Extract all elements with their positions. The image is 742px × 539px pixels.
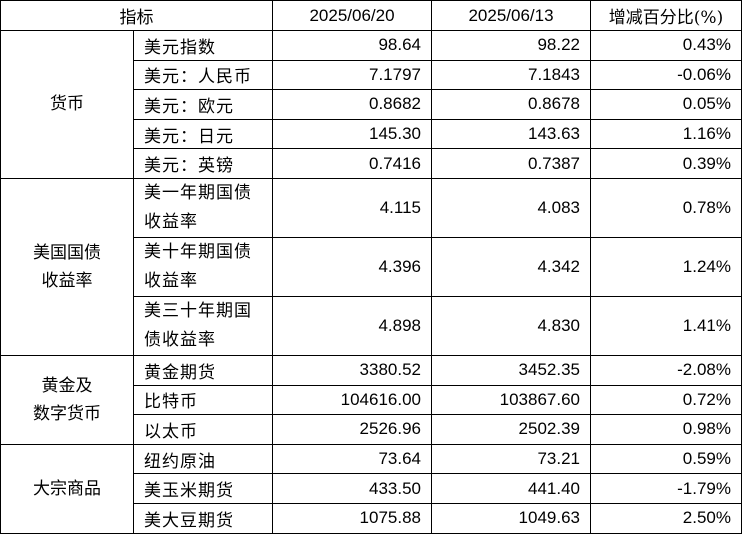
change-percent: 0.72% [590,384,742,416]
value-previous: 4.830 [431,295,591,356]
value-previous: 143.63 [431,118,591,150]
value-previous: 1049.63 [431,502,591,534]
group-label: 货币 [0,30,134,179]
table-row: 货币 美元指数 98.64 98.22 0.43% [0,30,742,179]
value-current: 4.898 [272,295,432,356]
value-current: 98.64 [272,30,432,61]
change-percent: -1.79% [590,473,742,504]
change-percent: 0.39% [590,148,742,179]
change-percent: 0.43% [590,30,742,61]
value-current: 0.8682 [272,89,432,120]
table-row: 美国国债 收益率 美一年期国债收益率 4.115 4.083 0.78% [0,177,742,356]
table-row: 美元：日元 145.30 143.63 1.16% [1,118,742,150]
change-percent: 0.05% [590,89,742,120]
value-previous: 0.8678 [431,89,591,120]
change-percent: -0.06% [590,59,742,91]
change-percent: 0.78% [590,177,742,238]
table-row: 大宗商品 纽约原油 73.64 73.21 0.59% [0,443,742,534]
value-previous: 98.22 [431,30,591,61]
indicator-name: 美十年期国债收益率 [133,236,273,297]
change-percent: 1.24% [590,236,742,297]
table-row: 美元：欧元 0.8682 0.8678 0.05% [1,89,742,120]
group-label: 黄金及 数字货币 [0,354,134,445]
header-change: 增减百分比(%) [590,0,742,31]
table-row: 美三十年期国债收益率 4.898 4.830 1.41% [1,295,742,356]
value-current: 2526.96 [272,414,432,445]
header-row: 指标 2025/06/20 2025/06/13 增减百分比(%) [0,0,742,31]
indicator-name: 美元：欧元 [133,89,273,120]
value-previous: 2502.39 [431,414,591,445]
table-row: 美元：英镑 0.7416 0.7387 0.39% [1,148,742,179]
value-current: 3380.52 [272,354,432,386]
indicator-name: 美元：人民币 [133,59,273,91]
table-row: 美玉米期货 433.50 441.40 -1.79% [1,473,742,504]
indicator-name: 美元：日元 [133,118,273,150]
table-row: 以太币 2526.96 2502.39 0.98% [1,414,742,445]
value-previous: 103867.60 [431,384,591,416]
value-current: 0.7416 [272,148,432,179]
indicator-name: 美元指数 [133,30,273,61]
change-percent: 1.41% [590,295,742,356]
change-percent: -2.08% [590,354,742,386]
value-previous: 4.342 [431,236,591,297]
value-current: 4.396 [272,236,432,297]
group-label: 美国国债 收益率 [0,177,134,356]
header-date1: 2025/06/20 [272,0,432,31]
value-previous: 7.1843 [431,59,591,91]
indicator-name: 美玉米期货 [133,473,273,504]
change-percent: 0.59% [590,443,742,475]
indicator-name: 美一年期国债收益率 [133,177,273,238]
value-current: 433.50 [272,473,432,504]
table-row: 比特币 104616.00 103867.60 0.72% [1,384,742,416]
value-current: 104616.00 [272,384,432,416]
value-current: 73.64 [272,443,432,475]
value-previous: 3452.35 [431,354,591,386]
indicator-name: 以太币 [133,414,273,445]
indicator-name: 黄金期货 [133,354,273,386]
value-previous: 73.21 [431,443,591,475]
change-percent: 1.16% [590,118,742,150]
indicator-name: 美元：英镑 [133,148,273,179]
indicator-name: 比特币 [133,384,273,416]
value-current: 1075.88 [272,502,432,534]
indicator-name: 纽约原油 [133,443,273,475]
header-date2: 2025/06/13 [431,0,591,31]
table-row: 美元：人民币 7.1797 7.1843 -0.06% [1,59,742,91]
value-previous: 0.7387 [431,148,591,179]
table-row: 美十年期国债收益率 4.396 4.342 1.24% [1,236,742,297]
value-current: 4.115 [272,177,432,238]
value-previous: 4.083 [431,177,591,238]
group-label: 大宗商品 [0,443,134,534]
indicator-name: 美大豆期货 [133,502,273,534]
value-current: 145.30 [272,118,432,150]
indicator-name: 美三十年期国债收益率 [133,295,273,356]
table-row: 美大豆期货 1075.88 1049.63 2.50% [1,502,742,534]
header-indicator: 指标 [0,0,273,31]
change-percent: 0.98% [590,414,742,445]
table-row: 黄金及 数字货币 黄金期货 3380.52 3452.35 -2.08% [0,354,742,445]
value-previous: 441.40 [431,473,591,504]
value-current: 7.1797 [272,59,432,91]
change-percent: 2.50% [590,502,742,534]
